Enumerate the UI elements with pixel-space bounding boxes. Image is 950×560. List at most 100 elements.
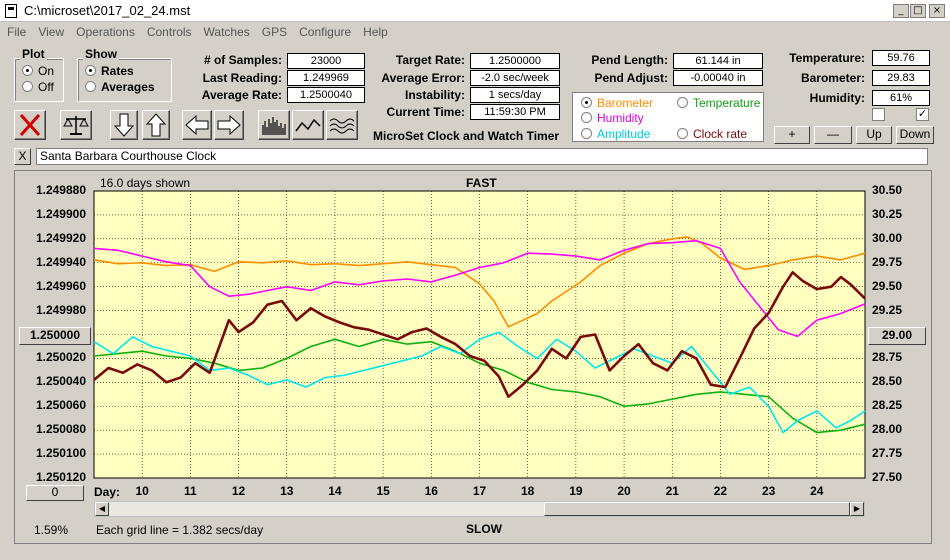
overlay-amplitude-radio[interactable]: Amplitude: [581, 127, 650, 141]
average-rate-label: Average Rate:: [201, 88, 282, 102]
overlay-amplitude-label: Amplitude: [597, 127, 651, 141]
show-rates-radio[interactable]: Rates: [85, 64, 134, 78]
menu-help[interactable]: Help: [363, 25, 388, 39]
checkbox-left[interactable]: [872, 108, 885, 121]
show-averages-radio[interactable]: Averages: [85, 80, 155, 94]
average-error-value: -2.0 sec/week: [470, 70, 560, 86]
series-humidity: [93, 239, 866, 338]
radio-on-icon: [22, 65, 33, 76]
app-icon: [5, 4, 17, 18]
y-right-tick-label: 27.50: [872, 470, 903, 484]
x-tick-label: 24: [810, 484, 824, 498]
overlay-barometer-label: Barometer: [597, 96, 654, 110]
left-arrow-button[interactable]: [182, 110, 212, 140]
x-tick-label: 10: [135, 484, 149, 498]
menu-controls[interactable]: Controls: [146, 25, 192, 39]
y-left-tick-label: 1.249920: [35, 230, 86, 245]
zero-button[interactable]: 0: [26, 485, 84, 501]
note-close-button[interactable]: X: [14, 148, 31, 165]
stop-button[interactable]: [14, 110, 46, 140]
x-tick-label: 12: [231, 484, 246, 498]
minus-button[interactable]: —: [814, 126, 852, 144]
y-left-tick-label: 1.250120: [35, 470, 86, 484]
pend-length-label: Pend Length:: [591, 53, 668, 67]
y-right-tick-label: 28.50: [872, 374, 903, 389]
x-tick-label: 23: [761, 484, 776, 498]
up-button[interactable]: Up: [856, 126, 892, 144]
radio-on-icon: [581, 97, 592, 108]
y-right-tick-label: 30.25: [872, 206, 903, 221]
minimize-icon[interactable]: _: [893, 4, 909, 18]
line-graph-button[interactable]: [292, 110, 324, 140]
x-tick-label: 18: [521, 484, 535, 498]
show-group-title: Show: [83, 47, 119, 61]
target-rate-label: Target Rate:: [395, 53, 465, 67]
time-scrollbar[interactable]: ◀ ▶: [94, 501, 865, 517]
series-barometer: [93, 236, 866, 328]
y-left-tick-label: 1.250020: [35, 350, 86, 365]
radio-off-icon: [85, 81, 96, 92]
y-right-tick-label: 28.75: [872, 350, 903, 365]
fast-label: FAST: [466, 176, 497, 190]
last-reading-value: 1.249969: [287, 70, 365, 86]
y-right-tick-label: 29.75: [872, 254, 903, 269]
note-field[interactable]: Santa Barbara Courthouse Clock: [36, 148, 928, 165]
pend-adjust-label: Pend Adjust:: [594, 71, 668, 85]
menu-operations[interactable]: Operations: [76, 25, 135, 39]
radio-off-icon: [22, 81, 33, 92]
average-rate-value: 1.2500040: [287, 87, 365, 103]
wave-button[interactable]: [326, 110, 358, 140]
menu-view[interactable]: View: [38, 25, 65, 39]
plot-on-radio[interactable]: On: [22, 64, 54, 78]
down-button[interactable]: Down: [896, 126, 934, 144]
scroll-left-icon[interactable]: ◀: [95, 502, 109, 516]
red-x-icon: [19, 113, 41, 137]
plus-button[interactable]: +: [774, 126, 810, 144]
show-averages-label: Averages: [101, 80, 155, 94]
histogram-icon: [262, 117, 286, 135]
histogram-button[interactable]: [258, 110, 290, 140]
y-right-tick-label: 29.25: [872, 302, 903, 317]
maximize-icon[interactable]: □: [910, 4, 926, 18]
scroll-right-icon[interactable]: ▶: [850, 502, 864, 516]
overlay-temperature-radio[interactable]: Temperature: [677, 96, 760, 110]
series-clock-rate: [93, 270, 866, 399]
last-reading-label: Last Reading:: [202, 71, 282, 85]
current-time-value: 11:59:30 PM: [470, 104, 560, 120]
overlay-humidity-radio[interactable]: Humidity: [581, 111, 644, 125]
y-right-tick-label: 30.50: [872, 183, 903, 197]
right-arrow-button[interactable]: [214, 110, 244, 140]
menu-bar: File View Operations Controls Watches GPS Conf…: [0, 22, 950, 41]
overlay-barometer-radio[interactable]: Barometer: [581, 96, 653, 110]
scroll-thumb[interactable]: [544, 502, 850, 516]
arrow-left-icon: [185, 114, 209, 136]
radio-off-icon: [677, 97, 688, 108]
close-icon[interactable]: ×: [929, 4, 945, 18]
x-tick-label: 11: [184, 484, 197, 498]
center-baro-button[interactable]: 29.00: [868, 327, 926, 345]
menu-gps[interactable]: GPS: [261, 25, 288, 39]
plot-off-radio[interactable]: Off: [22, 80, 54, 94]
menu-watches[interactable]: Watches: [203, 25, 250, 39]
overlay-humidity-label: Humidity: [597, 111, 644, 125]
y-left-tick-label: 1.249900: [35, 206, 86, 221]
up-arrow-button[interactable]: [142, 110, 170, 140]
menu-file[interactable]: File: [7, 25, 27, 39]
overlay-clock-rate-radio[interactable]: Clock rate: [677, 127, 747, 141]
x-tick-label: 14: [328, 484, 342, 498]
menu-configure[interactable]: Configure: [299, 25, 352, 39]
balance-button[interactable]: [60, 110, 92, 140]
pend-adjust-value: -0.00040 in: [673, 70, 763, 86]
checkbox-right[interactable]: ✓: [916, 108, 929, 121]
down-arrow-button[interactable]: [110, 110, 138, 140]
days-shown-label: 16.0 days shown: [100, 176, 191, 190]
arrow-down-icon: [113, 113, 135, 137]
x-tick-label: 21: [665, 484, 679, 498]
x-tick-label: 16: [424, 484, 438, 498]
overlay-selector: Barometer Temperature Humidity Amplitude…: [572, 92, 764, 142]
plot-off-label: Off: [38, 80, 54, 94]
y-left-tick-label: 1.250060: [35, 398, 86, 413]
x-tick-label: 20: [617, 484, 631, 498]
center-rate-button[interactable]: 1.250000: [19, 327, 91, 345]
